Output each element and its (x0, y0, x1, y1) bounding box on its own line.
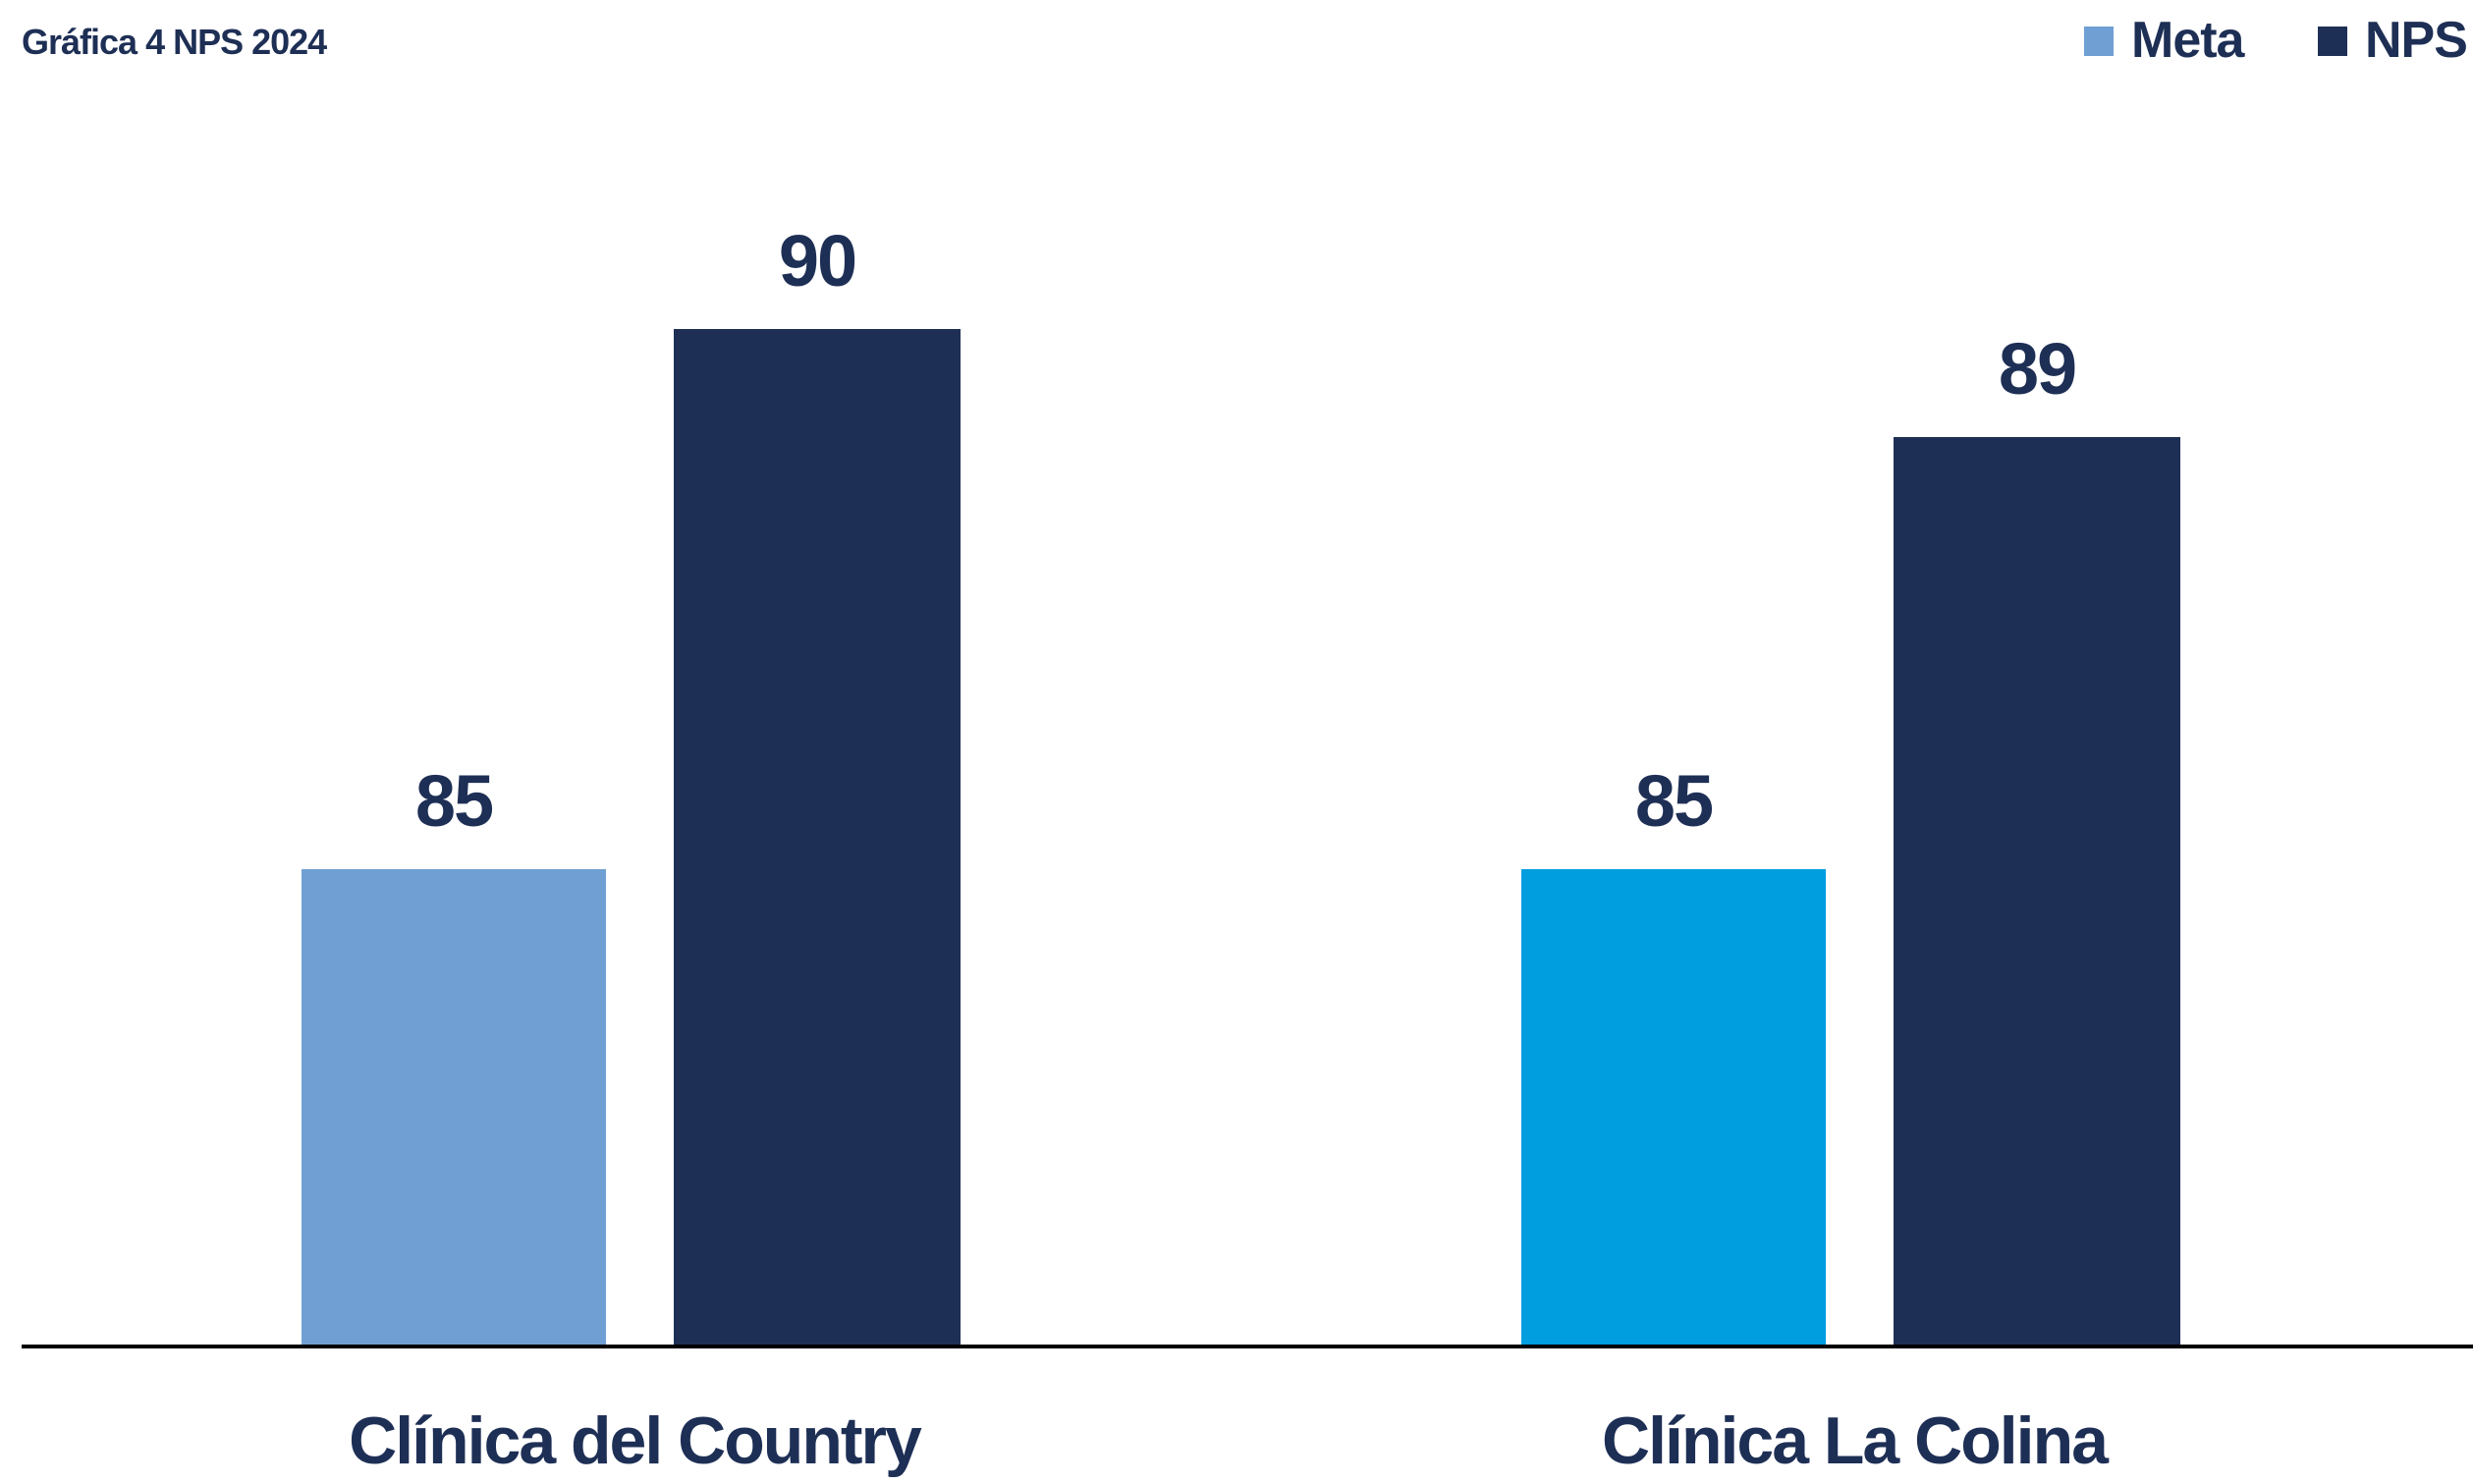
data-label-nps-clinica-la-colina: 89 (1999, 328, 2075, 410)
x-tick-label-clinica-del-country: Clínica del Country (349, 1403, 922, 1478)
bar-nps-clinica-la-colina (1894, 437, 2180, 1345)
data-label-meta-clinica-la-colina: 85 (1635, 760, 1713, 842)
x-tick-label-clinica-la-colina: Clínica La Colina (1602, 1403, 2110, 1478)
legend-label-nps: NPS (2365, 12, 2467, 69)
x-tick-labels-group: Clínica del Country Clínica La Colina (349, 1403, 2110, 1478)
legend: Meta NPS (2084, 12, 2467, 69)
legend-swatch-meta (2084, 27, 2114, 56)
bar-nps-clinica-del-country (674, 329, 961, 1345)
data-labels-group: 85 85 90 89 (415, 220, 2075, 842)
data-label-meta-clinica-del-country: 85 (415, 760, 493, 842)
bar-meta-clinica-del-country (302, 869, 606, 1345)
legend-label-meta: Meta (2131, 12, 2246, 69)
legend-swatch-nps (2318, 27, 2347, 56)
chart-title: Gráfica 4 NPS 2024 (22, 22, 327, 62)
bar-meta-clinica-la-colina (1521, 869, 1826, 1345)
bars-group (302, 329, 2180, 1345)
data-label-nps-clinica-del-country: 90 (779, 220, 855, 302)
